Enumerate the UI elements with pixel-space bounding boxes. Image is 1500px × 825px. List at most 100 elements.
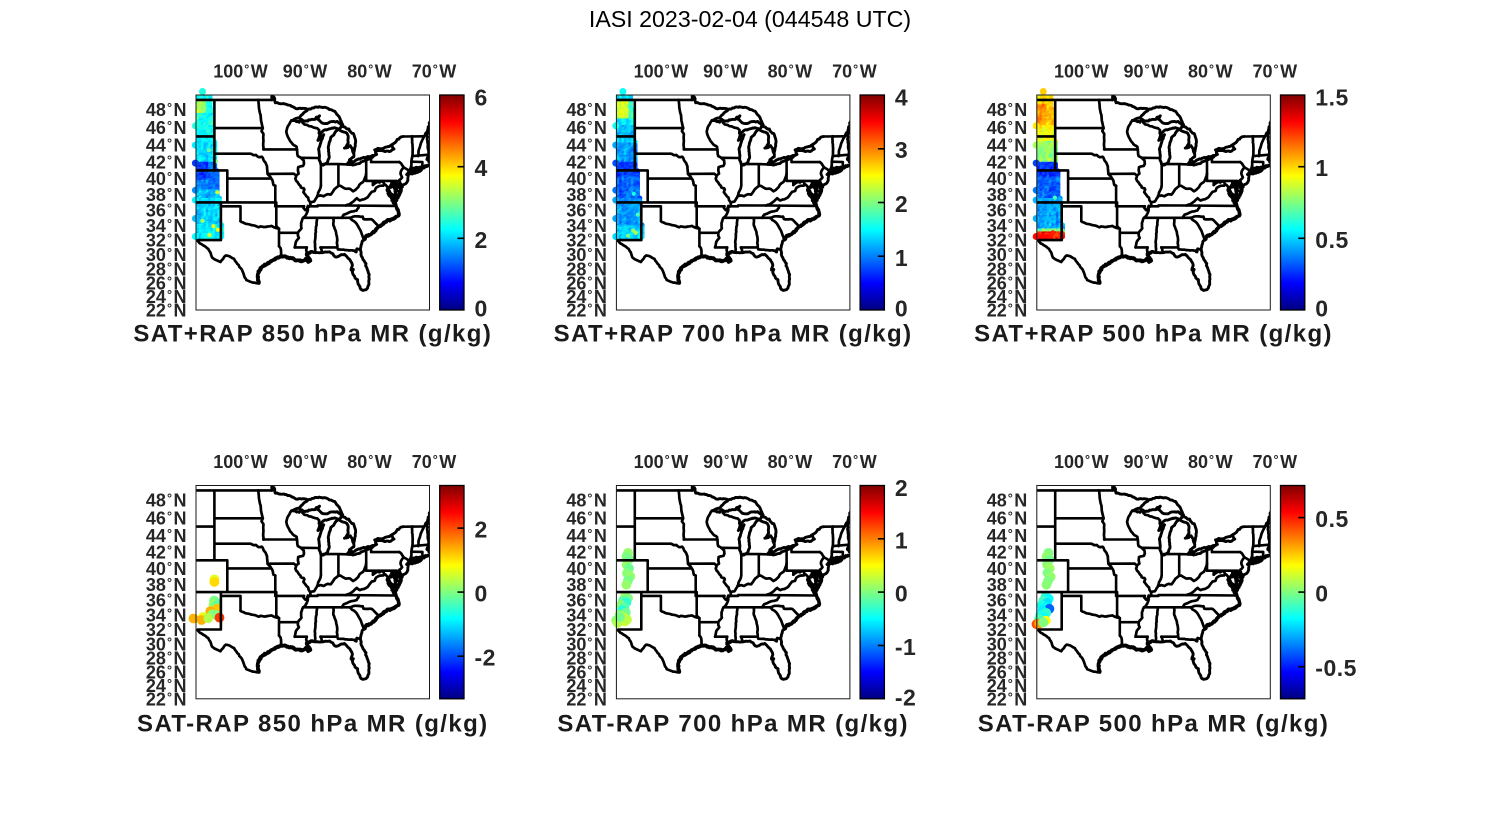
svg-text:36°N: 36°N [566, 201, 607, 221]
svg-text:38°N: 38°N [146, 575, 187, 595]
svg-text:80°W: 80°W [768, 452, 813, 472]
svg-text:1.5: 1.5 [1315, 85, 1348, 111]
svg-text:28°N: 28°N [566, 649, 607, 669]
svg-text:26°N: 26°N [987, 662, 1028, 682]
svg-text:40°N: 40°N [146, 169, 187, 189]
svg-text:38°N: 38°N [566, 575, 607, 595]
svg-text:24°N: 24°N [146, 676, 187, 696]
svg-text:36°N: 36°N [146, 590, 187, 610]
svg-text:22°N: 22°N [987, 301, 1028, 321]
svg-text:4: 4 [475, 155, 488, 181]
svg-text:36°N: 36°N [146, 201, 187, 221]
svg-text:-2: -2 [475, 645, 496, 671]
svg-text:32°N: 32°N [146, 231, 187, 251]
svg-text:80°W: 80°W [1188, 452, 1233, 472]
svg-text:2: 2 [895, 191, 908, 217]
svg-text:28°N: 28°N [146, 649, 187, 669]
svg-text:30°N: 30°N [566, 245, 607, 265]
svg-text:-0.5: -0.5 [1315, 655, 1357, 681]
svg-text:34°N: 34°N [566, 605, 607, 625]
svg-text:38°N: 38°N [987, 575, 1028, 595]
svg-text:24°N: 24°N [987, 287, 1028, 307]
svg-text:100°W: 100°W [634, 62, 689, 82]
svg-text:42°N: 42°N [987, 543, 1028, 563]
svg-text:-1: -1 [895, 634, 916, 660]
svg-text:46°N: 46°N [566, 508, 607, 528]
svg-text:30°N: 30°N [987, 635, 1028, 655]
svg-text:26°N: 26°N [146, 273, 187, 293]
svg-text:90°W: 90°W [703, 62, 748, 82]
svg-text:2: 2 [475, 227, 488, 253]
svg-text:30°N: 30°N [146, 635, 187, 655]
svg-text:32°N: 32°N [566, 620, 607, 640]
svg-text:24°N: 24°N [987, 676, 1028, 696]
svg-text:32°N: 32°N [566, 231, 607, 251]
svg-text:22°N: 22°N [146, 689, 187, 709]
svg-text:48°N: 48°N [987, 100, 1028, 120]
svg-text:90°W: 90°W [283, 62, 328, 82]
svg-text:42°N: 42°N [566, 543, 607, 563]
svg-text:0.5: 0.5 [1315, 227, 1348, 253]
svg-text:34°N: 34°N [146, 605, 187, 625]
svg-text:40°N: 40°N [566, 169, 607, 189]
svg-text:44°N: 44°N [987, 136, 1028, 156]
svg-text:0: 0 [1315, 296, 1328, 322]
svg-text:42°N: 42°N [146, 543, 187, 563]
svg-text:46°N: 46°N [146, 118, 187, 138]
svg-text:80°W: 80°W [1188, 62, 1233, 82]
svg-text:22°N: 22°N [987, 689, 1028, 709]
svg-text:0: 0 [475, 296, 488, 322]
svg-text:38°N: 38°N [146, 185, 187, 205]
svg-text:2: 2 [895, 475, 908, 501]
svg-text:40°N: 40°N [987, 559, 1028, 579]
svg-text:90°W: 90°W [1124, 62, 1169, 82]
svg-text:36°N: 36°N [987, 201, 1028, 221]
svg-text:48°N: 48°N [566, 100, 607, 120]
svg-text:80°W: 80°W [347, 452, 392, 472]
svg-text:70°W: 70°W [1253, 62, 1298, 82]
svg-text:46°N: 46°N [987, 118, 1028, 138]
svg-text:28°N: 28°N [566, 259, 607, 279]
svg-text:SAT-RAP 500 hPa MR (g/kg): SAT-RAP 500 hPa MR (g/kg) [978, 710, 1330, 737]
svg-text:42°N: 42°N [566, 153, 607, 173]
svg-text:28°N: 28°N [146, 259, 187, 279]
svg-text:44°N: 44°N [987, 526, 1028, 546]
svg-text:1: 1 [895, 245, 908, 271]
svg-text:44°N: 44°N [146, 526, 187, 546]
svg-text:48°N: 48°N [566, 490, 607, 510]
svg-text:2: 2 [475, 517, 488, 543]
svg-text:4: 4 [895, 85, 908, 111]
svg-text:80°W: 80°W [347, 62, 392, 82]
svg-text:26°N: 26°N [566, 662, 607, 682]
svg-text:40°N: 40°N [566, 559, 607, 579]
svg-text:70°W: 70°W [1253, 452, 1298, 472]
svg-text:24°N: 24°N [146, 287, 187, 307]
svg-text:40°N: 40°N [146, 559, 187, 579]
svg-text:-2: -2 [895, 684, 916, 710]
svg-text:70°W: 70°W [832, 452, 877, 472]
svg-text:26°N: 26°N [987, 273, 1028, 293]
svg-text:30°N: 30°N [987, 245, 1028, 265]
svg-text:46°N: 46°N [987, 508, 1028, 528]
svg-text:32°N: 32°N [987, 620, 1028, 640]
svg-text:24°N: 24°N [566, 676, 607, 696]
svg-text:40°N: 40°N [987, 169, 1028, 189]
svg-text:0: 0 [895, 581, 908, 607]
svg-text:70°W: 70°W [832, 62, 877, 82]
svg-text:90°W: 90°W [283, 452, 328, 472]
svg-text:100°W: 100°W [1054, 62, 1109, 82]
svg-text:38°N: 38°N [987, 185, 1028, 205]
svg-text:38°N: 38°N [566, 185, 607, 205]
svg-text:48°N: 48°N [146, 490, 187, 510]
svg-text:SAT-RAP 850 hPa MR (g/kg): SAT-RAP 850 hPa MR (g/kg) [137, 710, 489, 737]
svg-text:34°N: 34°N [146, 216, 187, 236]
svg-text:6: 6 [475, 85, 488, 111]
svg-text:24°N: 24°N [566, 287, 607, 307]
svg-text:36°N: 36°N [987, 590, 1028, 610]
svg-text:70°W: 70°W [412, 62, 457, 82]
svg-text:44°N: 44°N [146, 136, 187, 156]
svg-text:100°W: 100°W [213, 452, 268, 472]
svg-text:SAT-RAP 700 hPa MR (g/kg): SAT-RAP 700 hPa MR (g/kg) [557, 710, 909, 737]
svg-text:SAT+RAP 850 hPa MR (g/kg): SAT+RAP 850 hPa MR (g/kg) [133, 321, 492, 348]
svg-text:SAT+RAP 500 hPa MR (g/kg): SAT+RAP 500 hPa MR (g/kg) [974, 321, 1333, 348]
